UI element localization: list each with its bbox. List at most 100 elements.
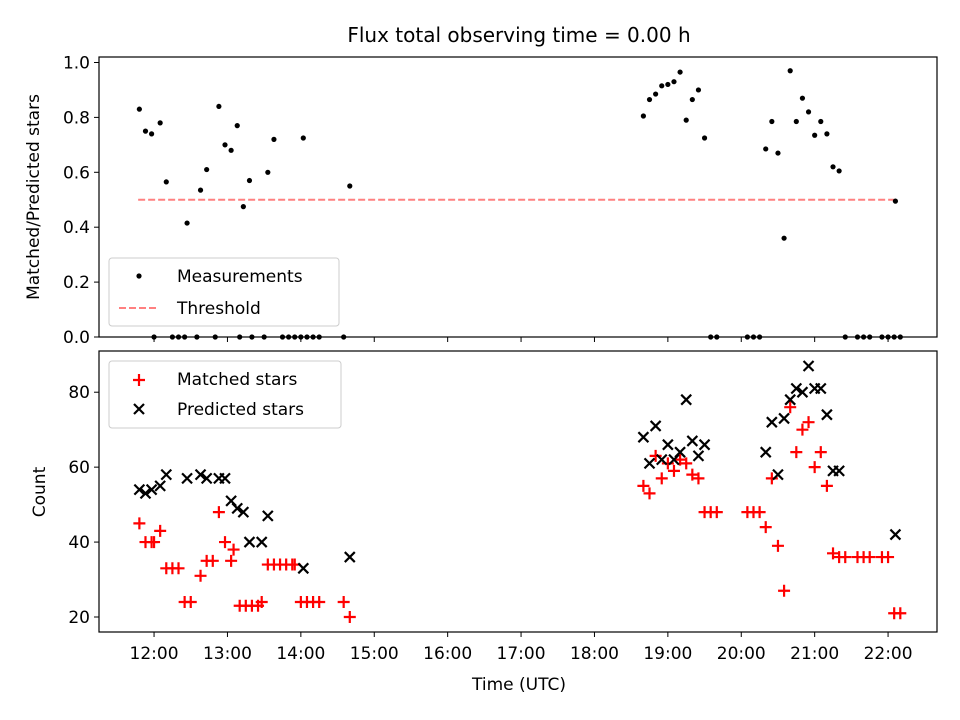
matched-legend-label: Matched stars bbox=[177, 370, 297, 390]
predicted-star-marker bbox=[662, 438, 674, 451]
matched-star-marker bbox=[219, 536, 232, 549]
matched-star-marker bbox=[212, 506, 225, 519]
matched-star-marker bbox=[337, 596, 350, 609]
predicted-star-marker bbox=[154, 480, 166, 492]
count-y-tick-label: 40 bbox=[68, 533, 90, 553]
ratio-legend: Measurements Threshold bbox=[108, 257, 340, 327]
measurement-point bbox=[265, 169, 271, 175]
measurements-legend-label: Measurements bbox=[177, 267, 303, 287]
matched-star-marker bbox=[227, 543, 240, 556]
measurement-point bbox=[892, 198, 899, 204]
measurement-point bbox=[197, 187, 204, 193]
matched-star-marker bbox=[674, 453, 687, 466]
matched-star-marker bbox=[759, 521, 772, 534]
matched-legend-marker bbox=[133, 374, 145, 386]
count-x-tick-label: 22:00 bbox=[864, 644, 913, 664]
ratio-y-tick-label: 0.8 bbox=[63, 108, 90, 128]
matched-star-marker bbox=[655, 472, 668, 485]
matched-star-marker bbox=[148, 536, 161, 549]
ratio-y-ticks: 0.0 0.2 0.4 0.6 0.8 1.0 bbox=[63, 53, 99, 348]
measurement-point bbox=[775, 150, 781, 156]
threshold-legend-label: Threshold bbox=[176, 299, 261, 319]
measurement-point bbox=[347, 183, 353, 189]
predicted-star-marker bbox=[237, 506, 250, 518]
ratio-panel: 0.0 0.2 0.4 0.6 0.8 1.0 Matched/Predicted sta… bbox=[24, 53, 938, 348]
count-x-tick-label: 14:00 bbox=[276, 644, 325, 664]
measurement-point bbox=[228, 147, 234, 153]
matched-star-marker bbox=[194, 569, 207, 582]
matched-star-marker bbox=[894, 607, 907, 620]
matched-star-marker bbox=[643, 487, 656, 500]
measurement-point bbox=[799, 95, 806, 101]
matched-star-marker bbox=[184, 596, 197, 609]
measurement-point bbox=[149, 131, 155, 137]
matched-star-marker bbox=[765, 472, 778, 485]
measurement-point bbox=[136, 106, 142, 112]
measurement-point bbox=[163, 179, 169, 185]
matched-star-marker bbox=[784, 401, 797, 414]
predicted-star-marker bbox=[219, 472, 231, 485]
predicted-star-marker bbox=[698, 438, 711, 451]
measurement-point bbox=[812, 132, 818, 138]
matched-stars-points bbox=[133, 401, 907, 624]
matched-star-marker bbox=[225, 554, 238, 567]
count-legend-box bbox=[108, 360, 342, 429]
predicted-star-marker bbox=[821, 408, 833, 421]
matched-star-marker bbox=[839, 551, 852, 564]
x-axis-label: Time (UTC) bbox=[471, 675, 566, 695]
predicted-star-marker bbox=[649, 420, 662, 432]
measurement-point bbox=[793, 118, 799, 125]
measurement-point bbox=[805, 109, 812, 115]
predicted-star-marker bbox=[889, 528, 902, 541]
matched-star-marker bbox=[661, 457, 674, 470]
matched-star-marker bbox=[313, 596, 326, 609]
matched-star-marker bbox=[206, 554, 219, 567]
ratio-y-tick-label: 0.0 bbox=[63, 328, 90, 348]
count-y-tick-label: 80 bbox=[68, 383, 90, 403]
predicted-star-marker bbox=[686, 435, 699, 447]
measurement-point bbox=[818, 118, 824, 125]
matched-star-marker bbox=[863, 551, 876, 564]
predicted-star-marker bbox=[778, 412, 790, 425]
matched-star-marker bbox=[802, 416, 815, 429]
matched-star-marker bbox=[667, 464, 680, 477]
measurement-point bbox=[142, 128, 149, 134]
measurement-point bbox=[769, 118, 775, 125]
ratio-plot-frame bbox=[98, 56, 938, 338]
predicted-star-marker bbox=[231, 502, 244, 515]
measurement-point bbox=[665, 81, 671, 88]
count-x-tick-label: 18:00 bbox=[570, 644, 619, 664]
predicted-star-marker bbox=[759, 446, 772, 458]
matched-star-marker bbox=[778, 584, 791, 597]
measurement-point bbox=[157, 120, 163, 126]
measurement-point bbox=[836, 168, 842, 174]
predicted-star-marker bbox=[833, 465, 845, 477]
measurement-point bbox=[824, 131, 830, 137]
matched-star-marker bbox=[827, 547, 840, 560]
matched-star-marker bbox=[343, 611, 356, 624]
predicted-star-marker bbox=[262, 510, 274, 522]
ratio-y-axis-label: Matched/Predicted stars bbox=[24, 94, 44, 300]
ratio-y-tick-label: 0.2 bbox=[63, 273, 90, 293]
measurement-point bbox=[659, 83, 665, 89]
count-x-tick-label: 15:00 bbox=[350, 644, 399, 664]
predicted-star-marker bbox=[790, 382, 803, 395]
measurement-point bbox=[216, 103, 222, 110]
predicted-star-marker bbox=[815, 382, 827, 395]
ratio-y-tick-label: 0.4 bbox=[63, 218, 90, 238]
matched-star-marker bbox=[686, 468, 699, 481]
measurement-point bbox=[271, 136, 277, 142]
count-x-tick-label: 17:00 bbox=[497, 644, 546, 664]
measurement-point bbox=[184, 220, 190, 226]
predicted-star-marker bbox=[243, 536, 256, 548]
predicted-star-marker bbox=[692, 450, 705, 462]
matched-star-marker bbox=[255, 596, 268, 609]
count-y-tick-label: 60 bbox=[68, 458, 90, 478]
count-x-tick-label: 16:00 bbox=[423, 644, 472, 664]
predicted-star-marker bbox=[784, 393, 796, 406]
predicted-star-marker bbox=[680, 393, 692, 406]
predicted-star-marker bbox=[181, 472, 193, 485]
matched-star-marker bbox=[882, 551, 895, 564]
